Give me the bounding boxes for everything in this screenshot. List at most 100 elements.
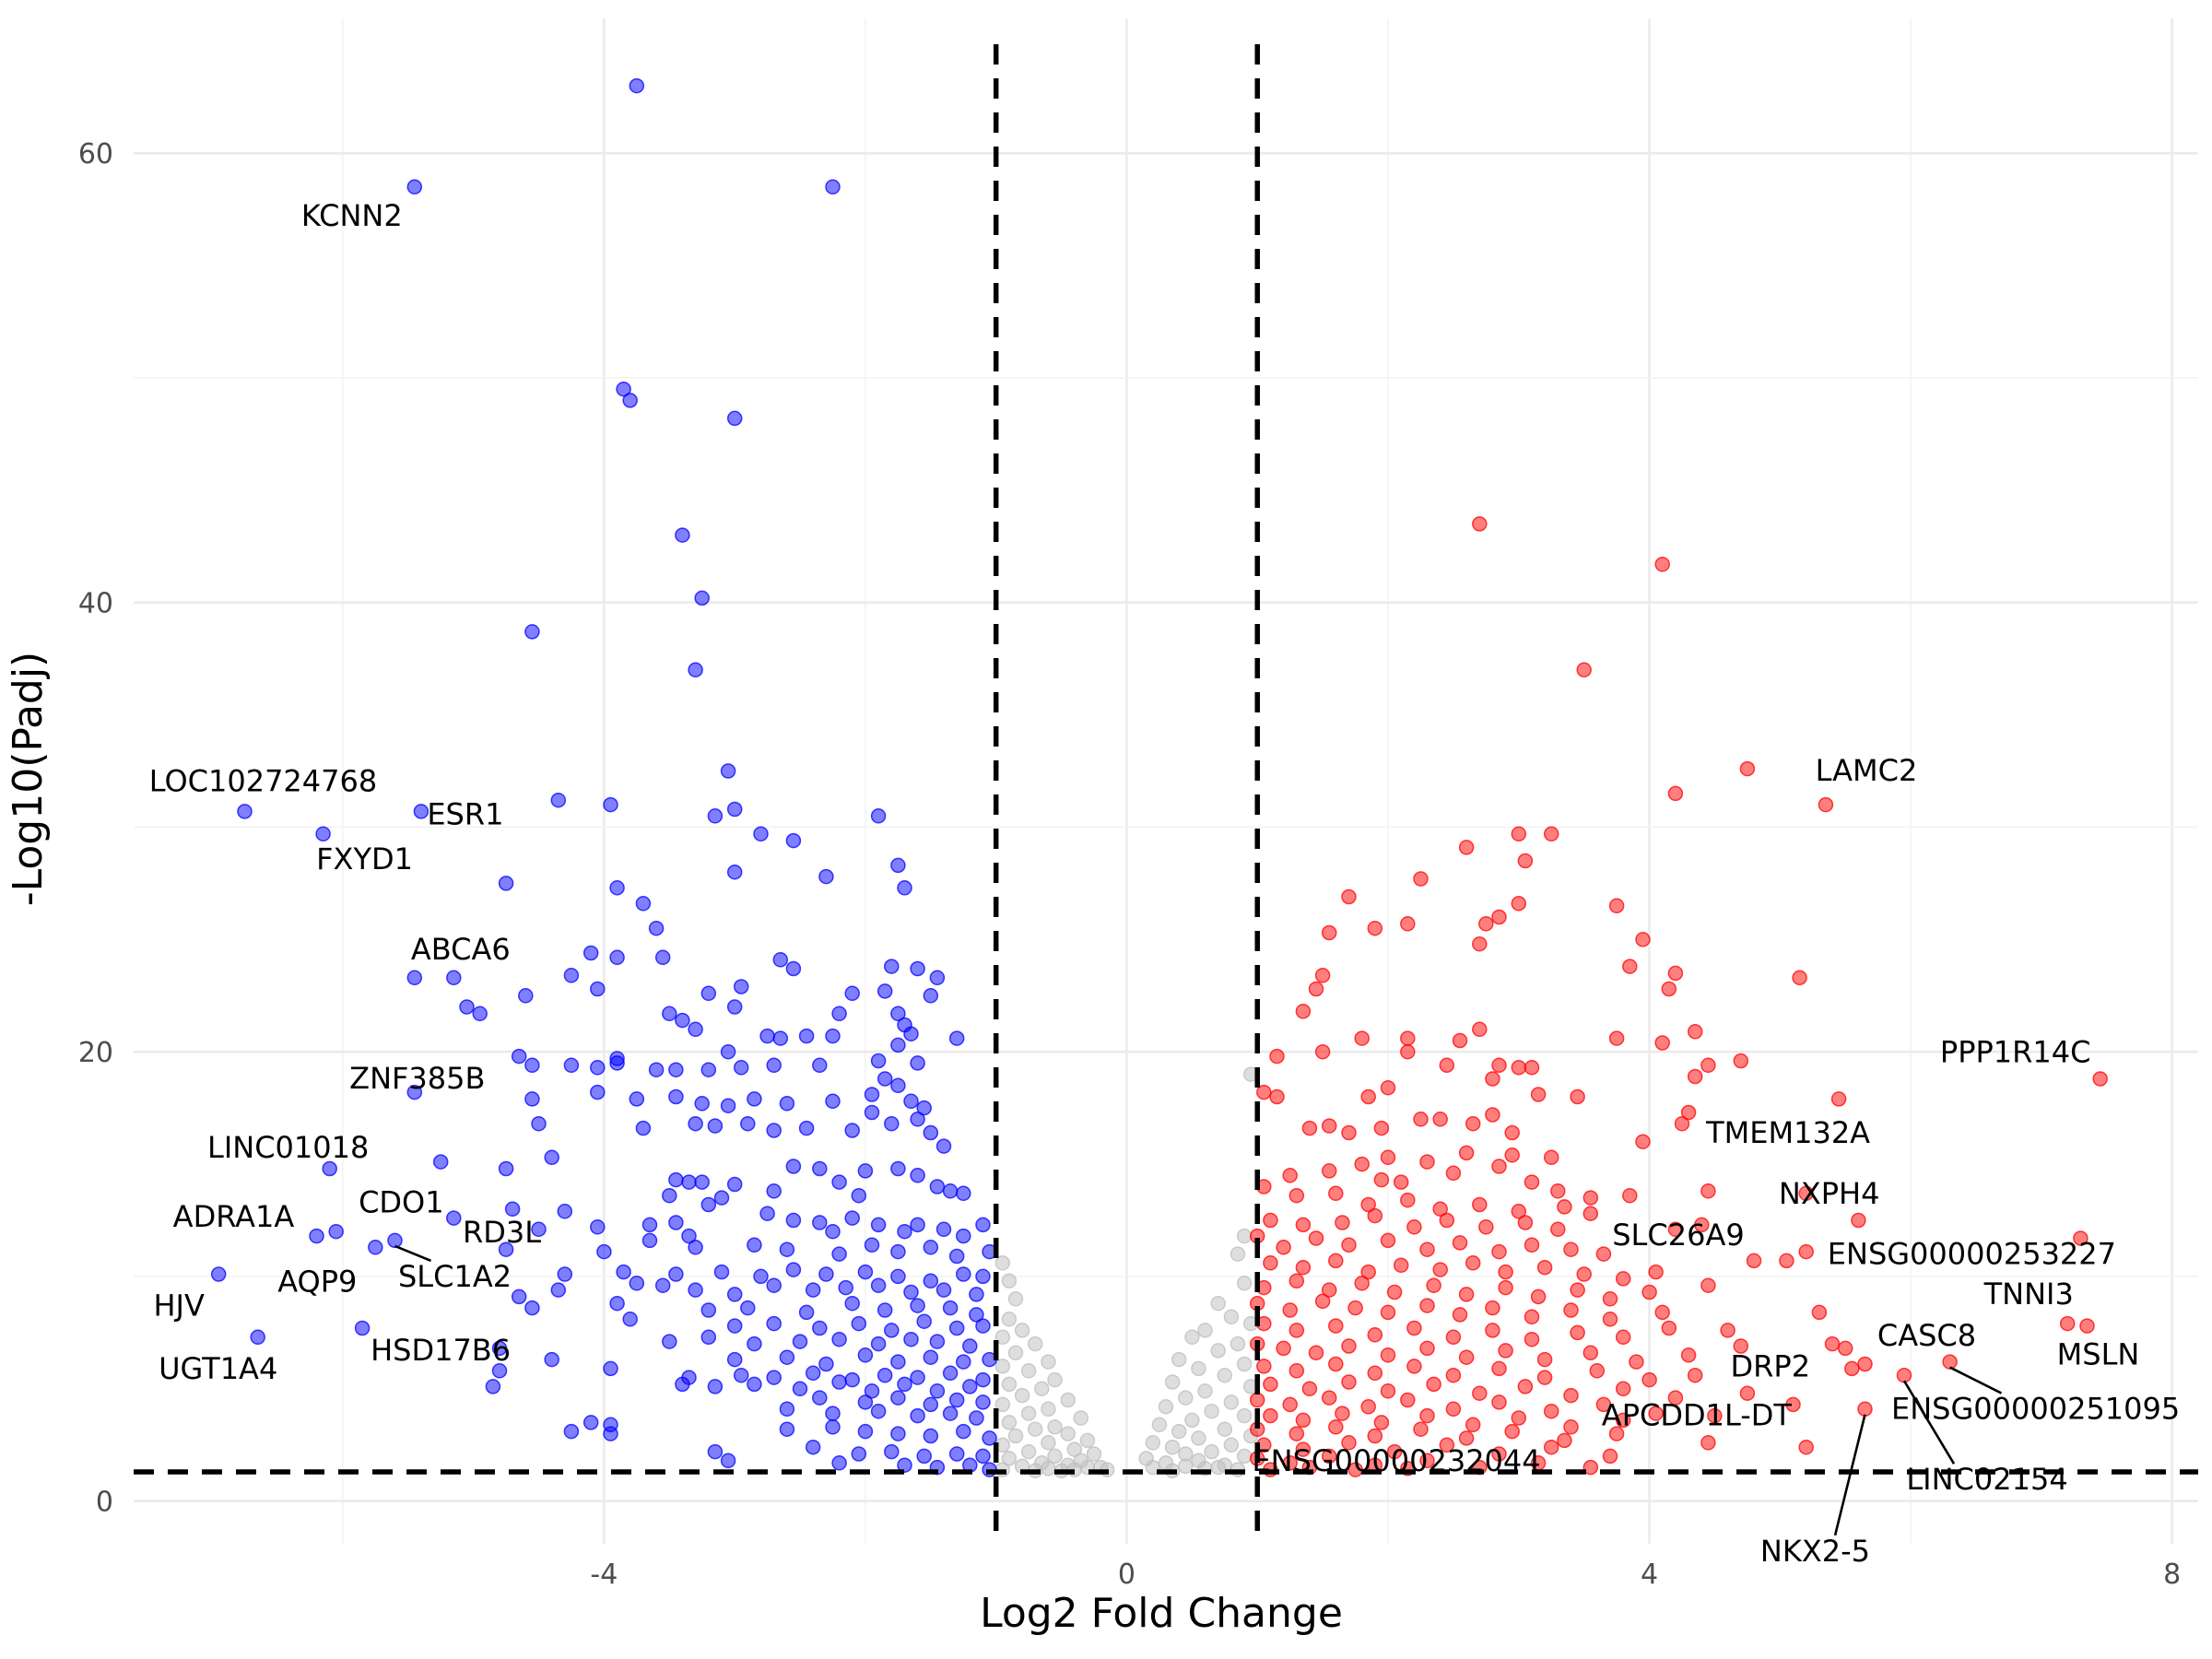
down-point bbox=[720, 1453, 736, 1469]
ns-point bbox=[1047, 1419, 1063, 1435]
down-point bbox=[629, 1091, 645, 1107]
down-point bbox=[975, 1394, 991, 1410]
ns-point bbox=[1164, 1374, 1181, 1390]
ns-point bbox=[1191, 1430, 1206, 1446]
up-point bbox=[1485, 1323, 1500, 1338]
up-point bbox=[1739, 1385, 1756, 1401]
down-point bbox=[498, 1241, 514, 1257]
down-point bbox=[700, 1196, 717, 1213]
ns-point bbox=[1236, 1407, 1253, 1424]
up-point bbox=[1615, 1329, 1631, 1346]
gene-label: ENSG00000253227 bbox=[1828, 1237, 2116, 1272]
up-point bbox=[1857, 1401, 1873, 1418]
down-point bbox=[831, 1246, 847, 1262]
down-point bbox=[641, 1217, 658, 1233]
ns-point bbox=[1151, 1417, 1168, 1433]
down-point bbox=[831, 1455, 847, 1471]
up-point bbox=[1308, 1345, 1324, 1361]
up-point bbox=[1354, 1156, 1370, 1172]
up-point bbox=[1511, 896, 1527, 912]
down-point bbox=[910, 1407, 925, 1424]
up-point bbox=[1583, 1190, 1599, 1206]
gene-label: KCNN2 bbox=[301, 198, 403, 233]
down-point bbox=[446, 970, 462, 986]
down-point bbox=[818, 1266, 834, 1282]
label-leader-line bbox=[1902, 1380, 1956, 1465]
up-point bbox=[1380, 1383, 1396, 1399]
up-point bbox=[1661, 981, 1677, 997]
gene-label: SLC1A2 bbox=[398, 1259, 512, 1294]
down-point bbox=[890, 1037, 906, 1053]
up-point bbox=[1341, 1124, 1357, 1141]
up-point bbox=[1400, 1030, 1416, 1046]
up-point bbox=[1472, 1196, 1488, 1213]
down-point bbox=[524, 624, 540, 640]
up-point bbox=[1419, 1453, 1435, 1469]
down-point bbox=[504, 1201, 521, 1218]
up-point bbox=[1465, 1115, 1481, 1132]
down-point bbox=[844, 1123, 860, 1138]
down-point bbox=[524, 1057, 540, 1074]
down-point bbox=[792, 1334, 808, 1349]
down-point bbox=[825, 1419, 841, 1435]
up-point bbox=[1785, 1396, 1801, 1413]
down-point bbox=[563, 968, 580, 983]
up-point bbox=[1328, 1318, 1344, 1334]
down-point bbox=[857, 1423, 874, 1440]
gene-label: CASC8 bbox=[1877, 1318, 1976, 1353]
down-point bbox=[629, 77, 645, 94]
down-point bbox=[511, 1048, 527, 1065]
ns-point bbox=[994, 1396, 1011, 1413]
down-point bbox=[707, 1379, 724, 1394]
gene-label: ENSG00000251095 bbox=[1891, 1392, 2180, 1427]
down-point bbox=[322, 1160, 337, 1177]
down-point bbox=[563, 1423, 580, 1440]
ns-point bbox=[1236, 1356, 1253, 1372]
up-point bbox=[1811, 1304, 1828, 1321]
down-point bbox=[531, 1115, 547, 1132]
ns-point bbox=[1047, 1371, 1063, 1388]
ns-point bbox=[1047, 1448, 1063, 1465]
gene-label: ESR1 bbox=[427, 796, 503, 831]
up-point bbox=[1263, 1376, 1278, 1393]
ns-point bbox=[1027, 1335, 1043, 1352]
up-point bbox=[1798, 1439, 1814, 1455]
ns-point bbox=[1197, 1323, 1213, 1338]
down-point bbox=[935, 1221, 952, 1238]
up-point bbox=[1608, 1426, 1625, 1441]
up-point bbox=[1700, 1183, 1716, 1199]
up-point bbox=[1301, 1381, 1318, 1397]
down-point bbox=[890, 1390, 906, 1406]
down-point bbox=[557, 1204, 573, 1219]
ns-point bbox=[1164, 1439, 1181, 1455]
down-point bbox=[785, 960, 802, 977]
down-point bbox=[923, 1349, 939, 1365]
down-point bbox=[406, 1084, 423, 1100]
up-point bbox=[1517, 1379, 1534, 1394]
down-point bbox=[948, 1320, 965, 1336]
down-point bbox=[870, 808, 887, 824]
up-point bbox=[1406, 1320, 1422, 1336]
down-point bbox=[648, 920, 665, 936]
down-point bbox=[681, 1174, 697, 1190]
down-point bbox=[726, 410, 743, 427]
down-point bbox=[916, 1313, 932, 1329]
down-point bbox=[948, 1446, 965, 1462]
down-point bbox=[688, 1021, 703, 1038]
down-point bbox=[923, 1273, 939, 1289]
up-point bbox=[1498, 1264, 1513, 1280]
down-point bbox=[890, 1354, 906, 1370]
down-point bbox=[877, 983, 893, 999]
gene-label: HJV bbox=[153, 1288, 205, 1324]
up-point bbox=[1491, 909, 1507, 925]
up-point bbox=[1680, 1347, 1697, 1363]
up-point bbox=[1504, 1124, 1520, 1141]
up-point bbox=[1491, 1360, 1507, 1377]
ns-point bbox=[1060, 1392, 1076, 1408]
down-point bbox=[903, 1284, 919, 1300]
down-point bbox=[812, 1160, 828, 1177]
down-point bbox=[844, 1210, 860, 1226]
down-point bbox=[668, 1171, 684, 1188]
down-point bbox=[654, 1277, 671, 1293]
